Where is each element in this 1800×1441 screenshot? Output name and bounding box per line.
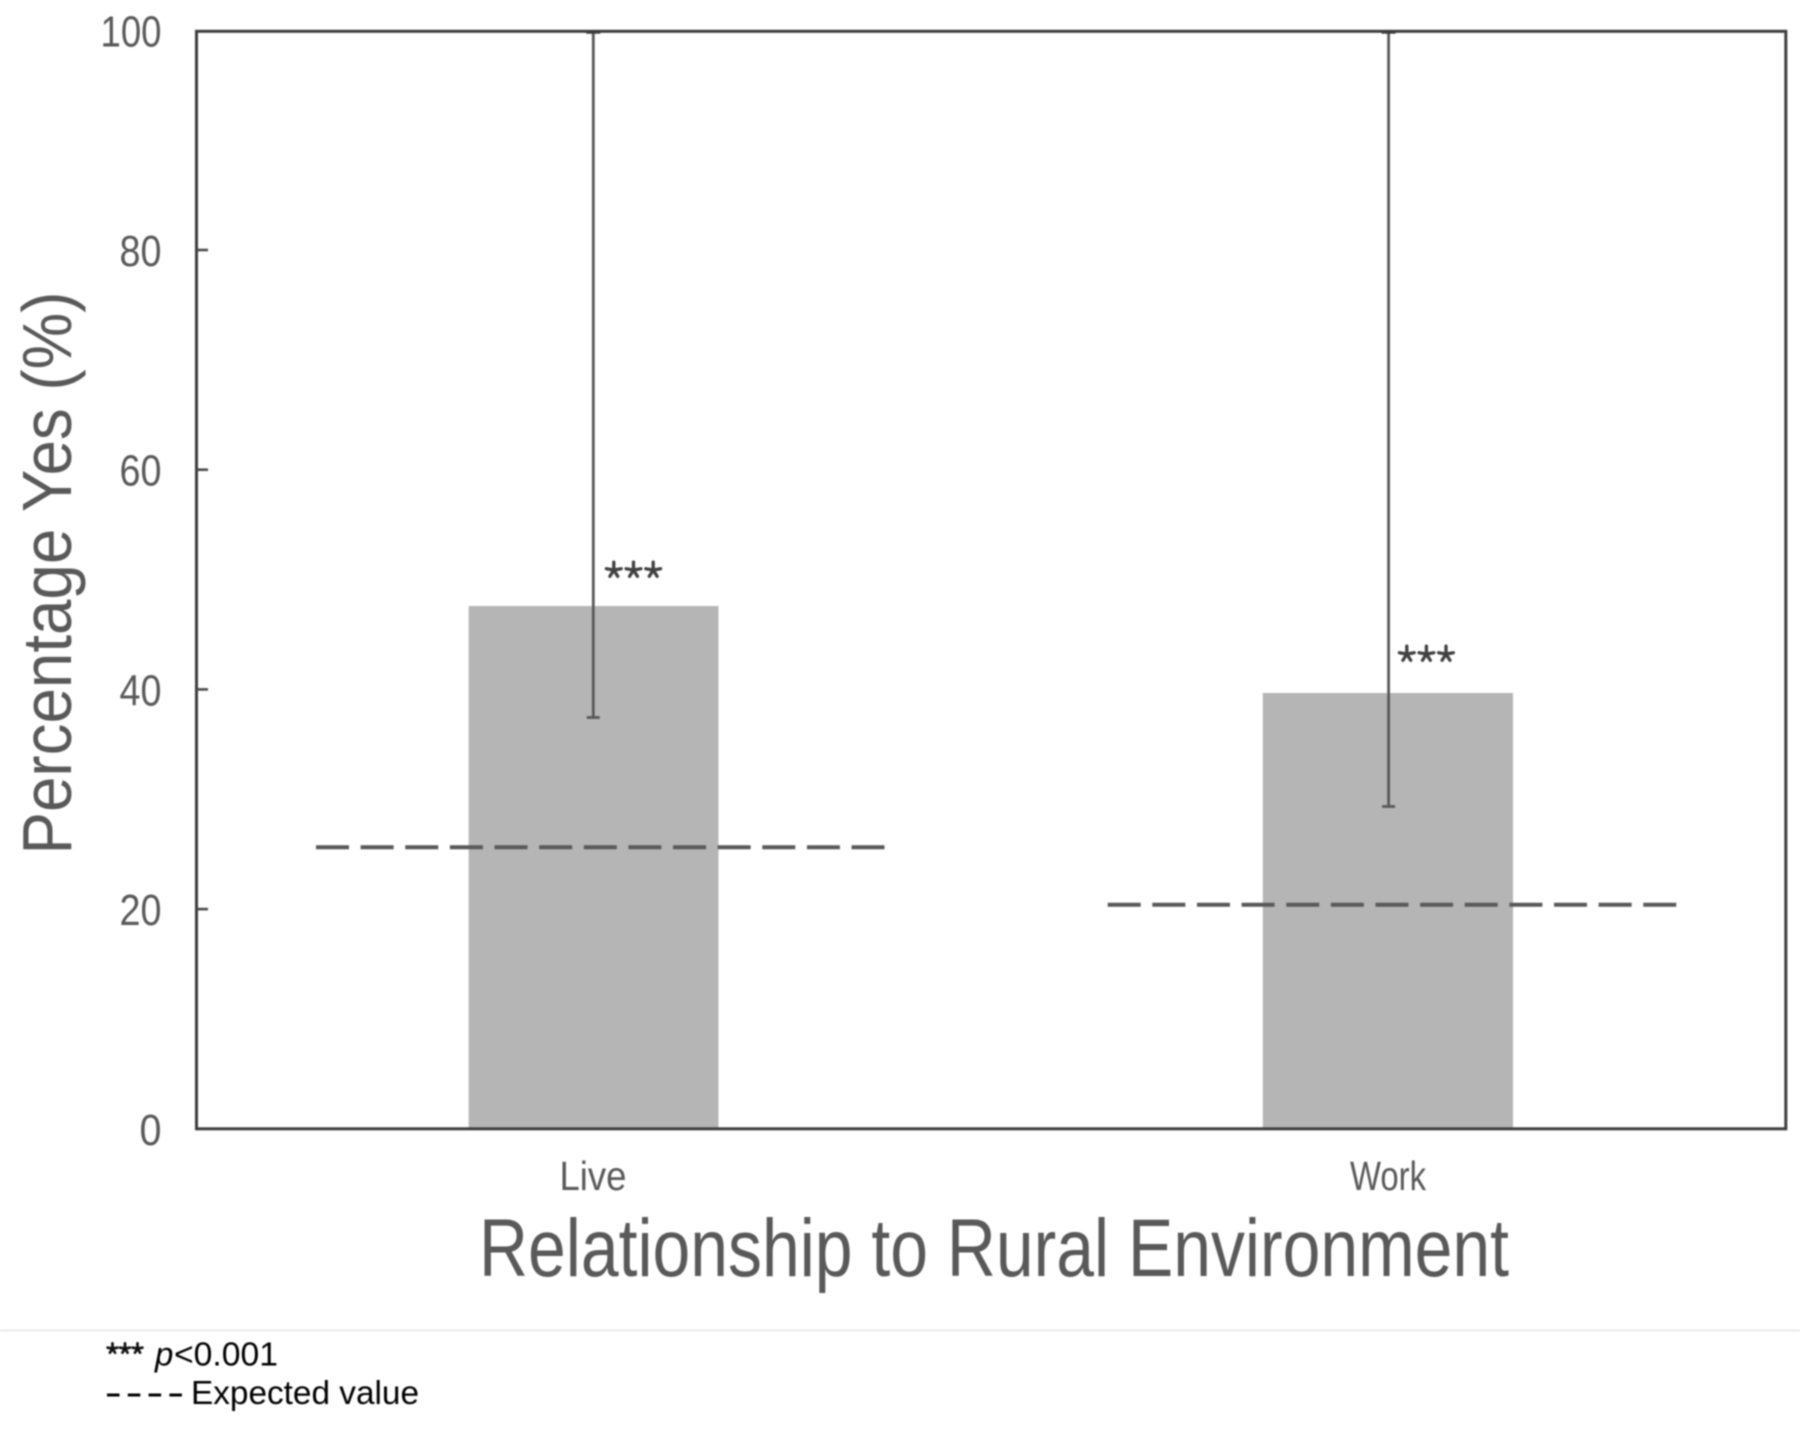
svg-text:60: 60 xyxy=(120,447,162,496)
svg-text:p: p xyxy=(154,1336,173,1373)
svg-text:80: 80 xyxy=(120,227,162,276)
svg-text:Work: Work xyxy=(1350,1153,1426,1199)
svg-text:20: 20 xyxy=(120,886,162,935)
svg-text:Percentage Yes (%): Percentage Yes (%) xyxy=(8,292,86,855)
svg-text:100: 100 xyxy=(101,7,162,56)
svg-text:40: 40 xyxy=(120,666,162,715)
svg-text:Relationship to Rural Environm: Relationship to Rural Environment xyxy=(479,1203,1509,1294)
svg-text:<0.001: <0.001 xyxy=(174,1336,278,1373)
svg-text:Live: Live xyxy=(560,1153,627,1199)
svg-text:Expected value: Expected value xyxy=(191,1374,419,1411)
svg-text:0: 0 xyxy=(140,1106,162,1155)
